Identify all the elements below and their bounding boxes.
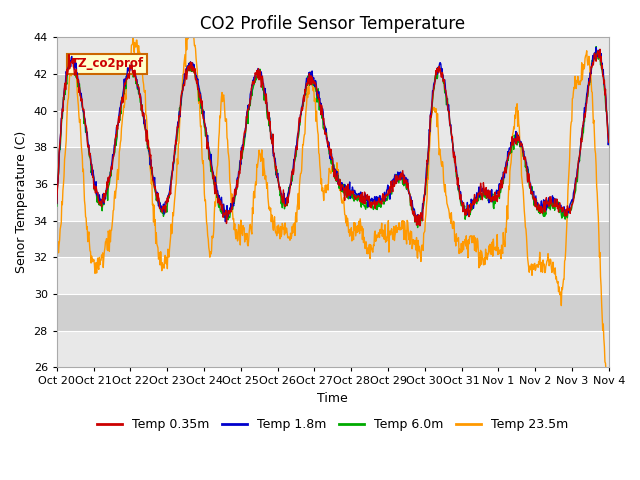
Title: CO2 Profile Sensor Temperature: CO2 Profile Sensor Temperature xyxy=(200,15,465,33)
Bar xyxy=(57,111,609,147)
Bar xyxy=(57,221,609,257)
Y-axis label: Senor Temperature (C): Senor Temperature (C) xyxy=(15,131,28,274)
X-axis label: Time: Time xyxy=(317,392,348,405)
Bar xyxy=(57,37,609,74)
Bar xyxy=(57,74,609,111)
Text: TZ_co2prof: TZ_co2prof xyxy=(70,57,144,70)
Bar xyxy=(57,147,609,184)
Legend: Temp 0.35m, Temp 1.8m, Temp 6.0m, Temp 23.5m: Temp 0.35m, Temp 1.8m, Temp 6.0m, Temp 2… xyxy=(92,413,573,436)
Bar xyxy=(57,331,609,367)
Bar xyxy=(57,257,609,294)
Bar xyxy=(57,294,609,331)
Bar xyxy=(57,184,609,221)
